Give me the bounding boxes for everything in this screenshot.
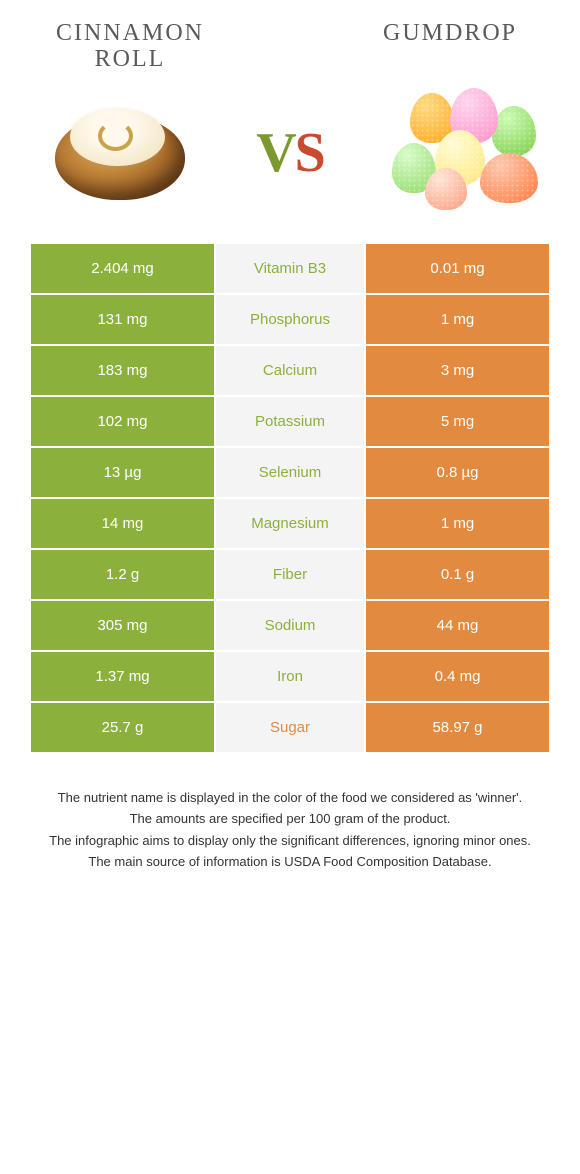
table-row: 102 mgPotassium5 mg [30,396,550,447]
nutrient-label: Magnesium [215,498,365,549]
right-value: 0.4 mg [365,651,550,702]
infographic-container: CINNAMON ROLL GUMDROP VS [0,0,580,894]
left-value: 1.37 mg [30,651,215,702]
table-row: 183 mgCalcium3 mg [30,345,550,396]
left-value: 1.2 g [30,549,215,600]
table-row: 13 µgSelenium0.8 µg [30,447,550,498]
left-value: 305 mg [30,600,215,651]
left-value: 131 mg [30,294,215,345]
nutrient-label: Calcium [215,345,365,396]
right-value: 5 mg [365,396,550,447]
right-value: 1 mg [365,498,550,549]
table-row: 14 mgMagnesium1 mg [30,498,550,549]
table-row: 1.2 gFiber0.1 g [30,549,550,600]
header: CINNAMON ROLL GUMDROP [30,20,550,73]
footer-line2: The amounts are specified per 100 gram o… [35,809,545,829]
right-value: 44 mg [365,600,550,651]
right-value: 0.01 mg [365,243,550,294]
vs-s: S [295,122,324,184]
images-row: VS [30,88,550,218]
vs-v: V [256,122,294,184]
left-value: 14 mg [30,498,215,549]
nutrient-label: Sugar [215,702,365,753]
right-value: 0.1 g [365,549,550,600]
footer-line1: The nutrient name is displayed in the co… [35,788,545,808]
left-value: 25.7 g [30,702,215,753]
right-value: 58.97 g [365,702,550,753]
nutrient-label: Phosphorus [215,294,365,345]
left-title-line2: ROLL [30,46,230,72]
right-food-title: GUMDROP [350,20,550,47]
table-row: 25.7 gSugar58.97 g [30,702,550,753]
right-value: 3 mg [365,345,550,396]
left-value: 183 mg [30,345,215,396]
left-value: 2.404 mg [30,243,215,294]
right-value: 0.8 µg [365,447,550,498]
nutrient-label: Potassium [215,396,365,447]
table-row: 131 mgPhosphorus1 mg [30,294,550,345]
nutrient-label: Vitamin B3 [215,243,365,294]
left-title-line1: CINNAMON [30,20,230,46]
cinnamon-roll-image [40,88,200,218]
left-food-title: CINNAMON ROLL [30,20,230,73]
nutrient-label: Fiber [215,549,365,600]
right-value: 1 mg [365,294,550,345]
gumdrop-image [380,88,540,218]
footer-line4: The main source of information is USDA F… [35,852,545,872]
footer-line3: The infographic aims to display only the… [35,831,545,851]
table-row: 1.37 mgIron0.4 mg [30,651,550,702]
left-value: 102 mg [30,396,215,447]
nutrient-table: 2.404 mgVitamin B30.01 mg131 mgPhosphoru… [30,243,550,753]
table-row: 305 mgSodium44 mg [30,600,550,651]
footer-notes: The nutrient name is displayed in the co… [30,788,550,872]
vs-label: VS [256,121,324,185]
nutrient-label: Sodium [215,600,365,651]
table-row: 2.404 mgVitamin B30.01 mg [30,243,550,294]
nutrient-label: Selenium [215,447,365,498]
left-value: 13 µg [30,447,215,498]
nutrient-label: Iron [215,651,365,702]
